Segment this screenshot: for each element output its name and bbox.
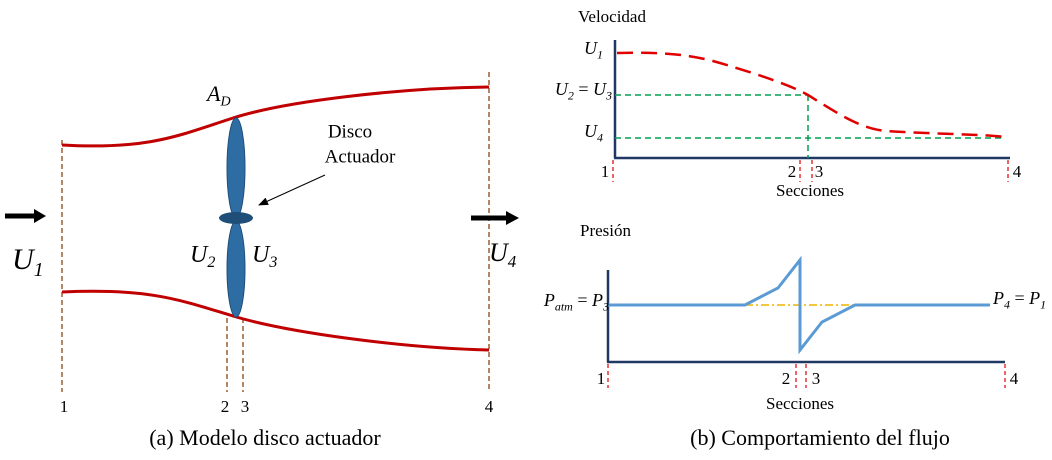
section-lines [61,72,490,392]
panel-a: Disco Actuador 1 2 3 4 (a) Modelo disco … [5,72,519,450]
label-symbol: P [992,288,1004,308]
label-symbol: U [584,38,598,58]
label-subscript: 3 [602,299,609,313]
section-number: 3 [812,369,821,388]
level-label: Patm​ = P3​ [543,290,609,313]
level-label: U4​ [584,121,603,144]
velocity-label: U3​ [252,242,277,271]
section-number: 1 [60,397,69,416]
label-text: = [573,290,592,310]
velocity-chart: Velocidad 1 2 3 4 Secciones [578,7,1022,200]
label-symbol: U [190,242,209,268]
guide-lines [615,94,1005,158]
label-symbol: A [205,81,221,106]
label-subscript: 1 [597,47,603,61]
caption: (b) Comportamiento del flujo [690,425,950,450]
section-number: 4 [1013,162,1022,181]
level-label: P4​ = P1​ [992,288,1046,311]
label-symbol: U [555,79,569,99]
pressure-curve [608,255,990,355]
label-subscript: 4 [508,252,517,271]
velocity-label: U2​ [190,242,215,271]
disk-hub [219,212,253,224]
chart-title: Velocidad [578,7,646,26]
label-subscript: atm [555,299,573,313]
label-symbol: P [591,290,603,310]
level-label: U1​ [584,38,603,61]
label-symbol: U [252,242,271,268]
label-subscript: D [219,95,230,110]
velocity-curve [616,51,1006,139]
velocity-label: U1​ [12,243,44,281]
section-number: 2 [782,369,791,388]
section-number: 4 [1010,369,1019,388]
section-number: 3 [815,162,824,181]
caption: (a) Modelo disco actuador [149,425,381,450]
disk-blade [226,117,246,219]
label-text: = [1010,288,1029,308]
velocity-label: U4​ [489,238,517,271]
chart-title: Presión [580,221,632,240]
label-subscript: 1 [34,259,44,281]
disk-label: Actuador [325,146,396,167]
flow-arrow-head [506,211,519,225]
label-subscript: 2 [568,88,574,102]
label-symbol: P [1028,288,1040,308]
disk-area-label: AD​ [205,81,231,110]
label-text: = [574,79,593,99]
pressure-chart: Presión 1 2 3 4 Secciones (b) Comportami… [580,221,1019,450]
streamtube-lower [61,289,490,352]
section-number: 3 [241,397,250,416]
streamtube-upper [61,85,490,148]
label-subscript: 1 [1040,297,1046,311]
section-number: 1 [597,369,606,388]
level-label: U2​ = U3​ [555,79,612,102]
section-number: 2 [788,162,797,181]
section-number: 1 [601,162,610,181]
label-symbol: U [593,79,607,99]
label-subscript: 3 [605,88,612,102]
x-axis-label: Secciones [766,394,834,413]
section-number: 4 [485,397,494,416]
section-ticks [607,364,1006,388]
section-number: 2 [221,397,230,416]
label-symbol: U [12,243,36,276]
label-subscript: 4 [597,130,603,144]
label-symbol: U [489,238,510,267]
label-subscript: 2 [207,254,215,271]
pointer-arrow [258,174,326,206]
label-symbol: P [543,290,555,310]
flow-arrow-head [34,209,46,223]
label-symbol: U [584,121,598,141]
label-subscript: 4 [1004,297,1010,311]
disk-blade [226,220,246,318]
label-subscript: 3 [268,254,277,271]
section-ticks [612,160,1009,182]
x-axis-label: Secciones [776,181,844,200]
disk-label: Disco [328,121,372,142]
